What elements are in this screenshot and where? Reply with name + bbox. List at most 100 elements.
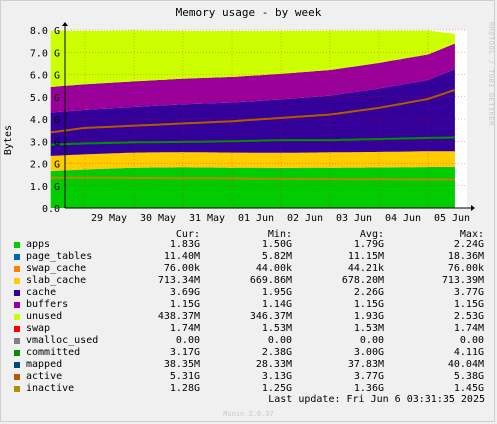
legend-swatch	[14, 266, 20, 272]
x-tick-label: 29 May	[91, 213, 127, 224]
legend-swatch	[14, 254, 20, 260]
legend-value-max: 76.00k	[447, 263, 484, 274]
y-tick-label: 8.0 G	[30, 26, 60, 37]
legend-swatch	[14, 374, 20, 380]
legend-header-max: Max:	[459, 229, 484, 240]
line-committed	[50, 136, 455, 146]
legend-value-min: 2.38G	[261, 347, 292, 358]
munin-version: Munin 2.0.37	[223, 410, 274, 418]
legend-name: inactive	[26, 383, 75, 394]
area-unused	[50, 30, 455, 87]
legend-name: apps	[26, 239, 51, 250]
y-tick-label: 7.0 G	[30, 48, 60, 59]
legend-value-min: 0.00	[267, 335, 292, 346]
y-tick-label: 6.0 G	[30, 71, 60, 82]
last-update: Last update: Fri Jun 6 03:31:35 2025	[268, 394, 485, 405]
legend-value-max: 2.53G	[453, 311, 484, 322]
legend-value-avg: 11.15M	[347, 251, 384, 262]
legend-value-min: 346.37M	[249, 311, 292, 322]
axis-layer: 0.0 1.0 G 2.0 G 3.0 G 4.0 G 5.0 G 6.0 G 7.0 G 8.…	[30, 22, 475, 224]
chart-plot: 0.0 1.0 G 2.0 G 3.0 G 4.0 G 5.0 G 6.0 G 7.0 G 8.…	[30, 22, 475, 224]
legend-name: unused	[26, 311, 63, 322]
legend-value-avg: 2.26G	[353, 287, 384, 298]
y-tick-label: 5.0 G	[30, 93, 60, 104]
legend-row-mapped: mapped 38.35M 28.33M 37.83M 40.04M	[12, 359, 492, 371]
side-credit: RRDTOOL / TOBI OETIKER	[487, 22, 495, 126]
line-inactive	[50, 176, 455, 181]
area-page_tables	[50, 167, 455, 172]
legend-value-min: 44.00k	[255, 263, 292, 274]
legend-name: cache	[26, 287, 57, 298]
legend-value-min: 1.95G	[261, 287, 292, 298]
legend-value-cur: 1.28G	[169, 383, 200, 394]
x-tick-label: 31 May	[189, 213, 225, 224]
legend-header-avg: Avg:	[359, 229, 384, 240]
legend-row-swap: swap 1.74M 1.53M 1.53M 1.74M	[12, 323, 492, 335]
legend-value-max: 1.45G	[453, 383, 484, 394]
legend-name: swap	[26, 323, 51, 334]
legend-row-swap_cache: swap_cache 76.00k 44.00k 44.21k 76.00k	[12, 263, 492, 275]
legend-header-cur: Cur:	[175, 229, 200, 240]
legend-value-avg: 678.20M	[341, 275, 384, 286]
legend-value-avg: 1.79G	[353, 239, 384, 250]
x-tick-label: 05 Jun	[434, 213, 470, 224]
legend-value-min: 1.50G	[261, 239, 292, 250]
legend-value-avg: 1.53M	[353, 323, 384, 334]
y-tick-label: 0.0	[42, 204, 60, 215]
legend-value-max: 3.77G	[453, 287, 484, 298]
legend-value-cur: 5.31G	[169, 371, 200, 382]
legend-value-cur: 3.69G	[169, 287, 200, 298]
legend-swatch	[14, 242, 20, 248]
legend-swatch	[14, 302, 20, 308]
legend-swatch	[14, 290, 20, 296]
area-buffers	[50, 43, 455, 113]
legend-value-avg: 1.15G	[353, 299, 384, 310]
legend-value-avg: 3.77G	[353, 371, 384, 382]
legend-swatch	[14, 314, 20, 320]
legend-value-cur: 1.83G	[169, 239, 200, 250]
legend-value-max: 713.39M	[441, 275, 484, 286]
legend-value-min: 5.82M	[261, 251, 292, 262]
legend-value-max: 1.74M	[453, 323, 484, 334]
legend-value-max: 1.15G	[453, 299, 484, 310]
area-cache	[50, 69, 455, 156]
x-tick-label: 03 Jun	[336, 213, 372, 224]
legend-swatch	[14, 326, 20, 332]
legend-value-max: 0.00	[459, 335, 484, 346]
legend-value-min: 669.86M	[249, 275, 292, 286]
legend-swatch	[14, 362, 20, 368]
legend-value-cur: 1.15G	[169, 299, 200, 310]
legend-name: mapped	[26, 359, 63, 370]
legend-value-cur: 76.00k	[163, 263, 200, 274]
legend-name: buffers	[26, 299, 69, 310]
legend-row-committed: committed 3.17G 2.38G 3.00G 4.11G	[12, 347, 492, 359]
y-tick-label: 1.0 G	[30, 182, 60, 193]
grid-layer	[65, 29, 467, 208]
legend-name: slab_cache	[26, 275, 87, 286]
y-axis-arrow	[62, 22, 68, 26]
y-tick-label: 2.0 G	[30, 160, 60, 171]
legend-value-cur: 713.34M	[157, 275, 200, 286]
y-tick-label: 3.0 G	[30, 137, 60, 148]
x-tick-label: 30 May	[140, 213, 176, 224]
x-tick-label: 02 Jun	[287, 213, 323, 224]
legend-value-min: 1.25G	[261, 383, 292, 394]
legend-name: swap_cache	[26, 263, 87, 274]
legend-name: committed	[26, 347, 81, 358]
legend-swatch	[14, 386, 20, 392]
legend-value-avg: 3.00G	[353, 347, 384, 358]
x-axis-arrow	[471, 205, 475, 211]
y-tick-label: 4.0 G	[30, 115, 60, 126]
legend-value-avg: 1.93G	[353, 311, 384, 322]
legend-name: active	[26, 371, 63, 382]
legend-value-avg: 37.83M	[347, 359, 384, 370]
legend-value-min: 28.33M	[255, 359, 292, 370]
legend-value-max: 2.24G	[453, 239, 484, 250]
legend-row-buffers: buffers 1.15G 1.14G 1.15G 1.15G	[12, 299, 492, 311]
legend-value-min: 1.53M	[261, 323, 292, 334]
legend-swatch	[14, 278, 20, 284]
legend-value-max: 18.36M	[447, 251, 484, 262]
legend-value-avg: 0.00	[359, 335, 384, 346]
